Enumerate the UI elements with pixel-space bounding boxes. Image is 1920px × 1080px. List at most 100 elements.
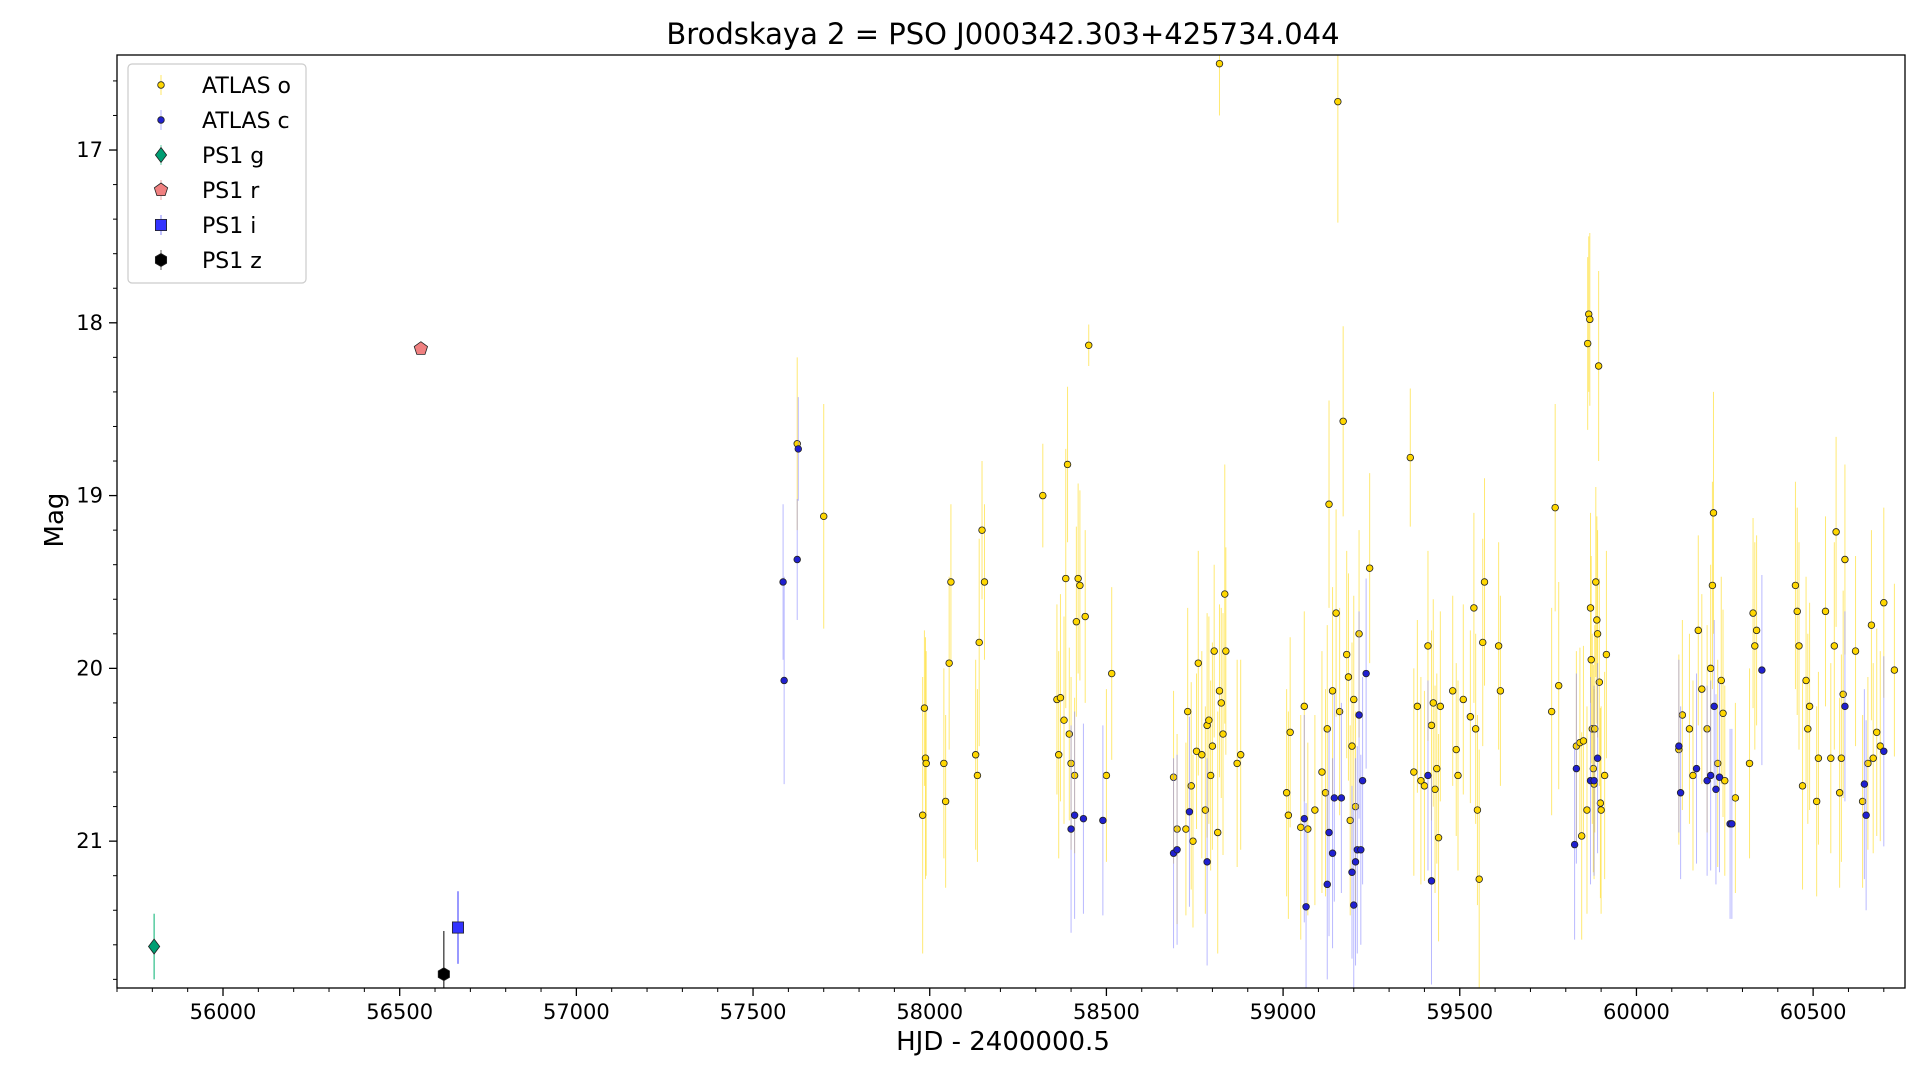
data-point-atlas-o — [1589, 764, 1598, 773]
data-point-atlas-o — [1858, 797, 1867, 806]
data-point-ps1-z — [437, 967, 450, 982]
x-tick-label: 58000 — [896, 1000, 963, 1024]
data-point-atlas-o — [1344, 673, 1353, 681]
data-point-atlas-o — [1222, 647, 1230, 655]
data-point-atlas-c — [1758, 666, 1766, 674]
x-axis: 56000 56500 57000 57500 58000 58500 59000 59500… — [116, 988, 1885, 1024]
data-point-atlas-o — [1594, 362, 1603, 370]
data-point-atlas-o — [1055, 751, 1063, 759]
data-point-atlas-o — [1215, 59, 1224, 68]
x-tick-label: 60000 — [1603, 1000, 1670, 1024]
data-point-atlas-o — [1063, 460, 1072, 469]
data-point-atlas-o — [1714, 759, 1722, 768]
data-point-atlas-o — [1479, 638, 1487, 647]
data-point-atlas-o — [947, 578, 955, 586]
data-point-atlas-o — [1694, 626, 1702, 635]
data-point-atlas-o — [1076, 581, 1084, 590]
data-point-atlas-o — [1880, 599, 1888, 607]
data-point-atlas-c — [1079, 814, 1088, 823]
data-point-atlas-o — [1791, 581, 1800, 590]
data-point-atlas-c — [1328, 849, 1337, 857]
x-tick-label: 56000 — [190, 1000, 257, 1024]
data-point-atlas-o — [1814, 754, 1823, 762]
data-point-atlas-o — [1339, 417, 1347, 425]
data-point-atlas-c — [794, 445, 802, 453]
data-point-atlas-c — [1067, 825, 1075, 833]
data-point-atlas-c — [1185, 808, 1194, 816]
data-point-atlas-o — [1192, 747, 1201, 755]
data-point-atlas-o — [1586, 604, 1595, 612]
legend-label-atlas-c: ATLAS c — [202, 109, 290, 134]
data-point-atlas-o — [1198, 751, 1206, 759]
data-point-atlas-o — [1194, 659, 1202, 667]
data-point-atlas-c — [1300, 814, 1308, 823]
data-point-atlas-o — [1300, 702, 1308, 711]
data-point-atlas-o — [1074, 574, 1082, 583]
data-point-atlas-o — [940, 759, 948, 768]
data-point-atlas-c — [1173, 846, 1181, 854]
data-point-atlas-o — [1410, 768, 1418, 776]
data-point-atlas-c — [1860, 780, 1869, 788]
data-point-atlas-c — [1572, 764, 1581, 773]
data-point-atlas-o — [1304, 825, 1312, 833]
data-point-atlas-o — [1434, 833, 1443, 842]
data-point-atlas-o — [1206, 771, 1215, 780]
data-point-atlas-o — [1592, 578, 1600, 586]
data-point-atlas-o — [1577, 832, 1586, 840]
data-point-atlas-o — [1698, 685, 1706, 693]
data-point-atlas-o — [1480, 578, 1489, 586]
data-point-atlas-o — [1812, 797, 1821, 806]
data-point-atlas-o — [1839, 690, 1847, 698]
data-point-atlas-o — [1085, 341, 1093, 349]
data-point-atlas-o — [1189, 837, 1197, 845]
data-point-atlas-c — [1703, 776, 1711, 785]
data-point-atlas-o — [1749, 609, 1757, 617]
data-point-atlas-o — [1830, 642, 1839, 650]
data-point-atlas-o — [1721, 776, 1729, 785]
data-point-atlas-c — [1862, 811, 1870, 819]
data-point-atlas-o — [1452, 745, 1460, 754]
data-point-atlas-o — [1102, 771, 1111, 780]
data-point-atlas-o — [918, 811, 927, 819]
series-atlas-c — [779, 397, 1888, 988]
data-point-atlas-o — [1475, 875, 1483, 883]
data-point-atlas-o — [1427, 721, 1436, 730]
data-point-atlas-o — [1065, 730, 1074, 738]
data-point-atlas-o — [1466, 713, 1475, 721]
data-point-atlas-o — [1595, 678, 1604, 686]
data-point-atlas-c — [1712, 785, 1720, 794]
data-point-atlas-c — [1302, 903, 1310, 911]
data-point-atlas-o — [920, 704, 929, 712]
data-point-atlas-o — [1873, 728, 1881, 736]
data-point-atlas-o — [1039, 491, 1047, 500]
y-tick-label: 17 — [76, 138, 103, 162]
data-point-atlas-o — [1731, 794, 1740, 802]
data-point-atlas-o — [1214, 828, 1222, 837]
data-point-atlas-o — [1318, 768, 1326, 776]
data-point-atlas-o — [1600, 771, 1609, 780]
data-point-ps1-g — [147, 938, 161, 955]
data-point-atlas-o — [1233, 759, 1241, 768]
data-point-atlas-o — [1056, 694, 1065, 702]
data-point-atlas-o — [1187, 782, 1195, 790]
data-point-atlas-c — [1728, 820, 1736, 828]
data-point-atlas-c — [1350, 901, 1358, 909]
y-tick-label: 20 — [76, 656, 103, 680]
data-point-atlas-o — [1217, 699, 1225, 707]
data-point-atlas-o — [1827, 754, 1835, 762]
data-point-atlas-o — [1342, 650, 1351, 659]
data-point-atlas-o — [1717, 676, 1725, 685]
chart-title: Brodskaya 2 = PSO J000342.303+425734.044 — [666, 17, 1339, 51]
data-point-atlas-o — [1708, 581, 1717, 590]
data-point-atlas-c — [1593, 754, 1602, 762]
data-point-atlas-o — [1685, 725, 1694, 733]
data-point-atlas-c — [1357, 846, 1365, 854]
data-point-atlas-o — [1072, 618, 1081, 626]
data-point-atlas-o — [1108, 669, 1116, 678]
x-tick-label: 59500 — [1426, 1000, 1493, 1024]
data-point-atlas-o — [1496, 687, 1505, 695]
data-point-atlas-o — [1323, 725, 1331, 733]
data-point-atlas-o — [820, 512, 828, 521]
data-point-atlas-o — [1586, 315, 1594, 324]
